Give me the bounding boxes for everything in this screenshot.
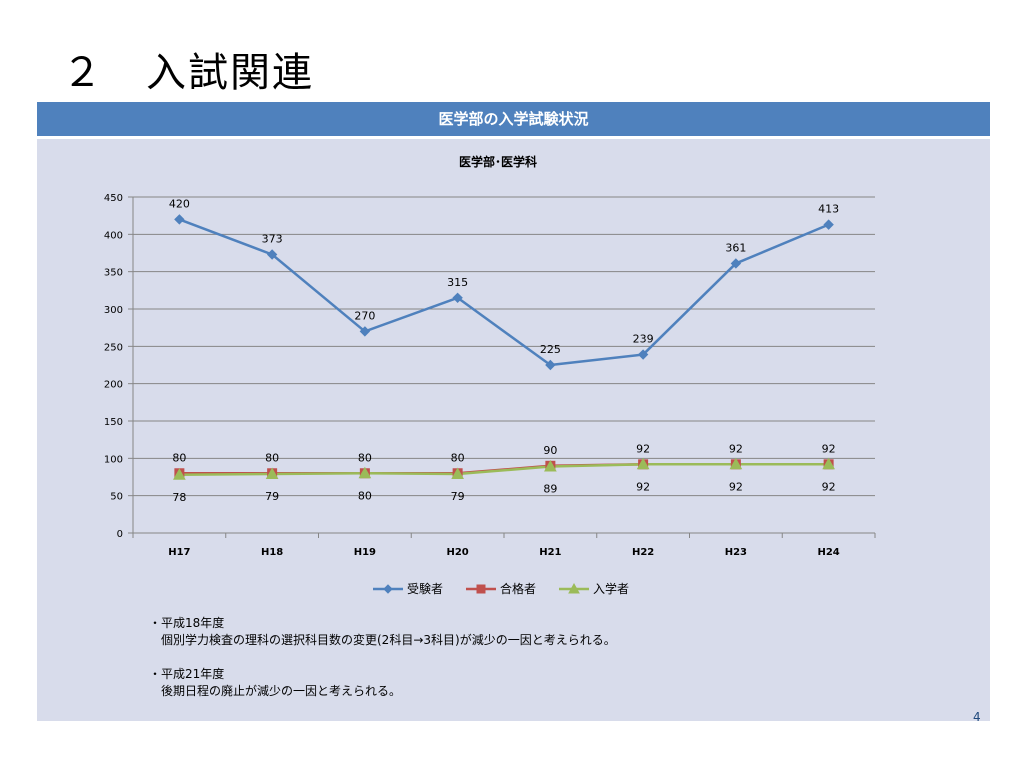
data-point [383,584,393,594]
series-line [178,218,830,367]
note-heading: ・平成18年度 [149,616,225,630]
data-point [823,219,834,230]
section-banner: 医学部の入学試験状況 [37,102,990,136]
data-point [568,582,580,594]
data-point [358,466,372,479]
note-h21: ・平成21年度 後期日程の廃止が減少の一因と考えられる。 [149,666,616,700]
chart-title: 医学部･医学科 [459,154,537,169]
note-heading: ・平成21年度 [149,667,225,681]
note-h18: ・平成18年度 個別学力検査の理科の選択科目数の変更(2科目→3科目)が減少の一… [149,615,616,649]
data-label: 79 [265,490,279,503]
y-tick-label: 100 [104,454,123,465]
gridlines [133,196,875,497]
data-label: 373 [262,232,283,245]
data-point [266,249,278,260]
data-label: 315 [447,276,468,289]
x-tick-label: H19 [354,547,376,558]
legend-label: 受験者 [407,581,443,596]
x-tick-label: H24 [817,547,839,558]
data-label: 270 [354,309,375,322]
data-point [359,326,371,337]
x-tick-label: H18 [261,547,283,558]
data-label: 80 [358,451,372,464]
data-point [730,258,742,269]
data-point [174,214,185,225]
axes: 0 50 100 150 200 250 300 350 400 450 H17 H18 H19 H20 H… [104,193,876,558]
y-tick-label: 350 [104,268,123,279]
data-label: 92 [636,442,650,455]
legend: 受験者 合格者 入学者 [373,581,629,596]
data-point [729,457,743,470]
chart-panel: 医学部･医学科 0 50 100 150 200 250 300 350 400 450 H17 H1… [37,139,990,721]
note-text: 個別学力検査の理科の選択科目数の変更(2科目→3科目)が減少の一因と考えられる。 [161,633,616,647]
y-tick-label: 0 [117,529,123,540]
y-tick-label: 300 [104,305,123,316]
y-tick-label: 150 [104,417,123,428]
data-label: 80 [451,451,465,464]
data-label: 361 [725,241,746,254]
data-label: 89 [543,483,557,496]
data-label: 92 [822,480,836,493]
data-label: 225 [540,343,561,356]
line-chart: 医学部･医学科 0 50 100 150 200 250 300 350 400 450 H17 H1… [104,154,876,596]
data-point [476,584,486,594]
data-label: 413 [818,203,839,216]
x-tick-label: H22 [632,547,654,558]
data-label: 90 [543,444,557,457]
legend-label: 入学者 [593,581,629,596]
y-tick-label: 450 [104,193,123,204]
data-label: 79 [451,490,465,503]
data-label: 80 [265,451,279,464]
data-label: 78 [172,491,186,504]
data-point [452,292,463,304]
data-labels: 420 373 270 315 225 239 361 413 80 80 80 80 90 92 92 92… [169,197,839,503]
data-label: 92 [636,480,650,493]
data-label: 239 [633,333,654,346]
y-tick-label: 200 [104,380,123,391]
data-label: 92 [729,442,743,455]
data-label: 420 [169,197,190,210]
data-label: 92 [822,442,836,455]
data-point [545,359,556,371]
data-point [636,457,650,470]
slide-title: ２ 入試関連 [62,50,314,96]
x-tick-label: H21 [539,547,561,558]
note-text: 後期日程の廃止が減少の一因と考えられる。 [161,684,402,698]
y-tick-label: 250 [104,342,123,353]
data-point [265,467,279,480]
banner-title: 医学部の入学試験状況 [438,110,589,128]
data-point [637,349,649,360]
data-label: 80 [358,489,372,502]
data-label: 92 [729,480,743,493]
data-point [544,460,557,472]
data-point [822,457,835,470]
legend-label: 合格者 [500,581,536,596]
x-tick-label: H20 [446,547,468,558]
series-layer [173,214,835,480]
data-point [173,468,186,480]
data-point [451,467,464,480]
x-tick-label: H23 [725,547,747,558]
notes: ・平成18年度 個別学力検査の理科の選択科目数の変更(2科目→3科目)が減少の一… [149,615,616,717]
y-tick-label: 400 [104,230,123,241]
x-tick-label: H17 [168,547,190,558]
y-tick-label: 50 [110,492,123,503]
series-line [179,463,829,477]
data-label: 80 [172,451,186,464]
page-number: 4 [973,710,981,724]
